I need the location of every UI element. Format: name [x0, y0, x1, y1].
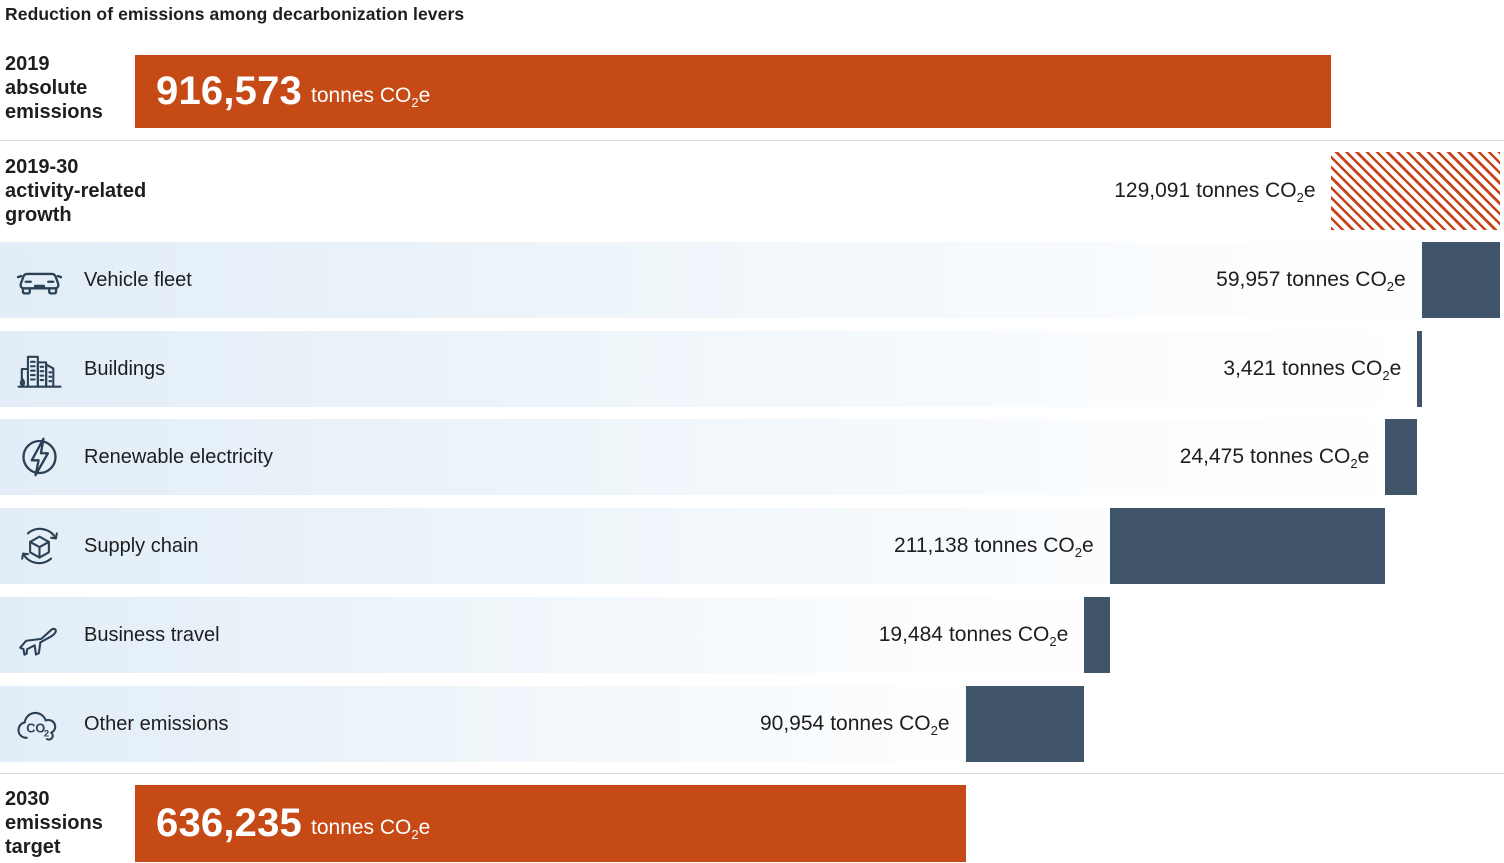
buildings-icon	[13, 343, 66, 396]
lever-row-band	[0, 419, 1418, 495]
start-emissions-bar: 916,573 tonnes CO2e	[135, 55, 1332, 128]
lever-row: Buildings 3,421 tonnes CO2e	[0, 331, 1504, 407]
lever-label: Business travel	[84, 624, 220, 646]
unit-label: tonnes CO2e	[1196, 179, 1316, 206]
supply-chain-icon	[13, 520, 66, 573]
svg-text:2: 2	[44, 729, 49, 739]
lever-row-band	[0, 331, 1422, 407]
lever-value: 19,484 tonnes CO2e	[878, 623, 1069, 650]
unit-label: tonnes CO2e	[1286, 268, 1406, 295]
lever-label: Supply chain	[84, 535, 199, 557]
unit-label: tonnes CO2e	[974, 534, 1094, 561]
end-bar-value: 636,235	[156, 801, 302, 845]
lever-bar	[1084, 597, 1110, 673]
target-emissions-bar: 636,235 tonnes CO2e	[135, 785, 966, 862]
end-row-label: 2030 emissions target	[5, 788, 103, 858]
lever-label: Vehicle fleet	[84, 269, 192, 291]
airplane-icon	[13, 609, 66, 662]
growth-value: 129,091 tonnes CO2e	[1114, 179, 1316, 206]
lever-label: Buildings	[84, 358, 166, 380]
lever-row: Supply chain 211,138 tonnes CO2e	[0, 508, 1504, 584]
lever-label: Other emissions	[84, 713, 229, 735]
lever-value: 211,138 tonnes CO2e	[894, 534, 1094, 561]
unit-label: tonnes CO2e	[1250, 445, 1370, 472]
start-row-label: 2019 absolute emissions	[5, 53, 103, 123]
lever-value: 90,954 tonnes CO2e	[759, 712, 950, 739]
unit-label: tonnes CO2e	[311, 815, 431, 842]
lever-row-band	[0, 597, 1110, 673]
unit-label: tonnes CO2e	[948, 623, 1069, 650]
lever-row: Vehicle fleet 59,957 tonnes CO2e	[0, 242, 1504, 318]
lever-row-band	[0, 242, 1500, 318]
start-bar-value: 916,573	[156, 69, 302, 113]
unit-label: tonnes CO2e	[1281, 357, 1402, 384]
lever-bar	[1417, 331, 1422, 407]
lever-row: Renewable electricity 24,475 tonnes CO2e	[0, 419, 1504, 495]
lever-value: 3,421 tonnes CO2e	[1223, 357, 1402, 384]
section-divider-bottom	[0, 773, 1504, 774]
lever-bar	[1109, 508, 1386, 584]
lever-bar	[1385, 419, 1418, 495]
svg-text:CO: CO	[26, 721, 45, 735]
growth-row-label: 2019-30 activity-related growth	[5, 156, 147, 226]
growth-hatched-bar	[1331, 152, 1500, 230]
lever-label: Renewable electricity	[84, 446, 273, 468]
unit-label: tonnes CO2e	[830, 712, 950, 739]
section-divider-top	[0, 140, 1504, 141]
lever-bar	[965, 686, 1085, 762]
lightning-icon	[13, 431, 66, 484]
car-icon	[13, 254, 66, 307]
lever-value: 59,957 tonnes CO2e	[1216, 268, 1406, 295]
lever-row-band	[0, 686, 1085, 762]
unit-label: tonnes CO2e	[311, 83, 431, 110]
lever-value: 24,475 tonnes CO2e	[1179, 445, 1370, 472]
lever-bar	[1421, 242, 1500, 318]
lever-row: Business travel 19,484 tonnes CO2e	[0, 597, 1504, 673]
lever-row: CO 2 Other emissions 90,954 tonnes CO2e	[0, 686, 1504, 762]
co2-cloud-icon: CO 2	[13, 698, 66, 751]
chart-title: Reduction of emissions among decarboniza…	[5, 4, 465, 24]
